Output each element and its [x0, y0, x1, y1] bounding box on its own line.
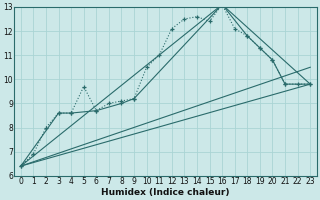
X-axis label: Humidex (Indice chaleur): Humidex (Indice chaleur) — [101, 188, 230, 197]
